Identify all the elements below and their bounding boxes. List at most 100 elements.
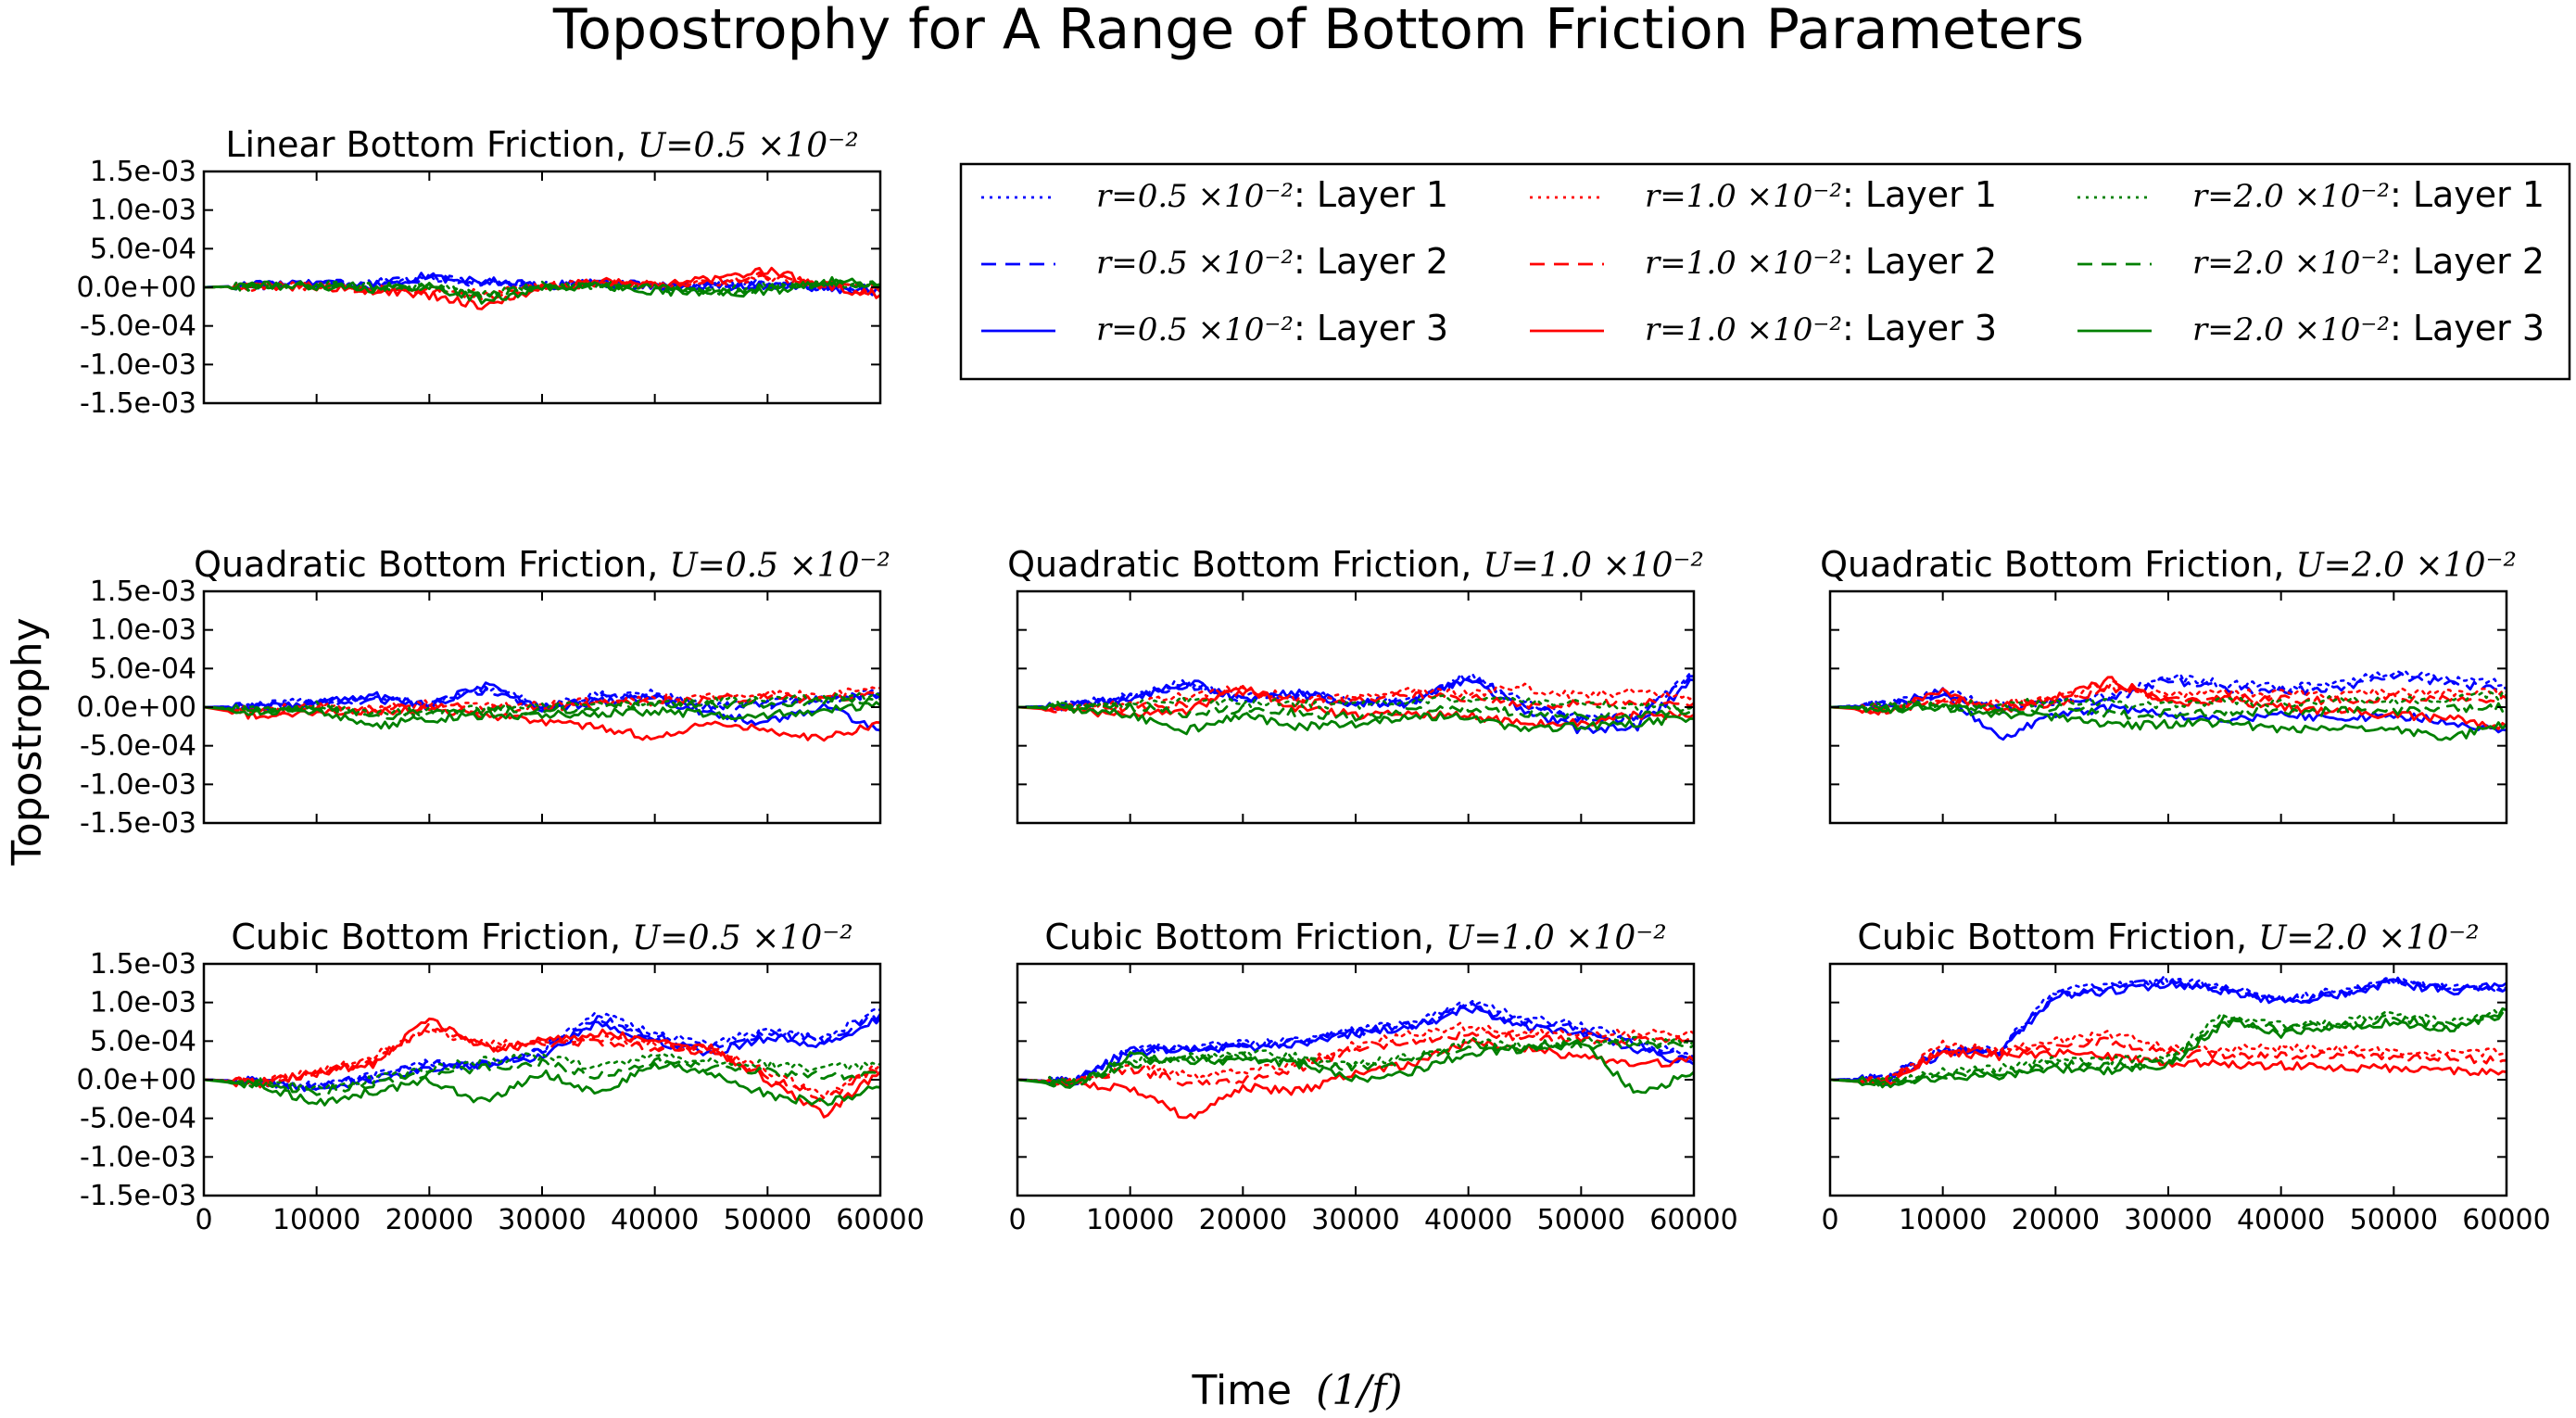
series-line — [1017, 1006, 1694, 1086]
subplot-title: Quadratic Bottom Friction, U=0.5 ×10⁻² — [194, 544, 890, 585]
subplot-title-text: Quadratic Bottom Friction, — [1007, 544, 1471, 585]
plot-area — [204, 1007, 880, 1119]
series-line — [1017, 1039, 1694, 1095]
subplot-title-math: U=2.0 ×10⁻² — [2295, 547, 2517, 585]
series-line — [204, 1061, 880, 1107]
x-tick-label: 20000 — [1199, 1204, 1287, 1236]
subplot-title: Cubic Bottom Friction, U=1.0 ×10⁻² — [1044, 917, 1666, 957]
plot-area — [204, 681, 880, 742]
series-line — [204, 1021, 880, 1102]
legend-label: r=1.0 ×10⁻²: Layer 3 — [1645, 308, 1997, 348]
x-tick-label: 10000 — [1086, 1204, 1174, 1236]
legend-label: r=0.5 ×10⁻²: Layer 3 — [1096, 308, 1448, 348]
x-tick-label: 0 — [1821, 1204, 1838, 1236]
plot-area — [204, 266, 880, 310]
y-tick-label: -1.0e-03 — [80, 348, 196, 381]
legend-label: r=2.0 ×10⁻²: Layer 2 — [2192, 241, 2544, 282]
subplot-title: Linear Bottom Friction, U=0.5 ×10⁻² — [225, 124, 858, 165]
legend-label-math: r=1.0 ×10⁻² — [1645, 178, 1842, 215]
subplot-7: Cubic Bottom Friction, U=2.0 ×10⁻² 0 10000 2… — [1821, 917, 2550, 1236]
legend-label-math: r=2.0 ×10⁻² — [2192, 178, 2390, 215]
x-tick-label: 50000 — [724, 1204, 812, 1236]
y-tick-label: -5.0e-04 — [80, 310, 196, 343]
x-tick-label: 60000 — [836, 1204, 924, 1236]
legend-label-math: r=0.5 ×10⁻² — [1096, 245, 1294, 282]
x-axis-label-text: Time — [1191, 1367, 1292, 1414]
series-line — [1830, 703, 2507, 741]
series-line — [1017, 675, 1694, 725]
series-line — [1830, 683, 2507, 715]
subplot-title-text: Quadratic Bottom Friction, — [194, 544, 658, 585]
series-line — [204, 1016, 880, 1093]
legend-label: r=2.0 ×10⁻²: Layer 1 — [2192, 174, 2544, 215]
legend-entry: r=0.5 ×10⁻²: Layer 2 — [981, 241, 1448, 282]
subplot-title-math: U=1.0 ×10⁻² — [1483, 547, 1704, 585]
plot-area — [1017, 671, 1694, 736]
series-line — [1830, 1007, 2507, 1089]
y-tick-label: -5.0e-04 — [80, 730, 196, 763]
y-tick-label: 1.0e-03 — [90, 614, 196, 647]
subplot-title-text: Cubic Bottom Friction, — [1044, 917, 1434, 957]
legend-label-text: : Layer 3 — [1842, 308, 1997, 348]
legend-label: r=1.0 ×10⁻²: Layer 2 — [1645, 241, 1997, 282]
y-tick-label: -1.5e-03 — [80, 387, 196, 420]
series-line — [1017, 1039, 1694, 1088]
series-line — [204, 271, 880, 301]
legend-frame — [959, 162, 2571, 381]
x-tick-label: 0 — [195, 1204, 212, 1236]
y-tick-label: 1.5e-03 — [90, 156, 196, 188]
x-tick-label: 10000 — [1899, 1204, 1987, 1236]
subplot-4: Quadratic Bottom Friction, U=2.0 ×10⁻² — [1820, 544, 2517, 825]
y-tick-label: 1.5e-03 — [90, 576, 196, 608]
y-tick-label: -1.5e-03 — [80, 1180, 196, 1212]
series-line — [204, 1012, 880, 1092]
x-tick-label: 50000 — [2350, 1204, 2438, 1236]
plot-area — [1017, 999, 1694, 1120]
plot-area — [1830, 670, 2507, 741]
subplot-title-text: Quadratic Bottom Friction, — [1820, 544, 2284, 585]
x-tick-label: 40000 — [2237, 1204, 2325, 1236]
x-tick-label: 40000 — [611, 1204, 699, 1236]
series-line — [1830, 1029, 2507, 1086]
series-line — [1017, 682, 1694, 712]
series-line — [1017, 703, 1694, 736]
series-line — [1830, 1008, 2507, 1084]
x-tick-label: 50000 — [1537, 1204, 1625, 1236]
x-tick-label: 30000 — [1311, 1204, 1399, 1236]
y-tick-label: 0.0e+00 — [77, 1064, 196, 1096]
y-tick-label: -5.0e-04 — [80, 1103, 196, 1135]
legend-label-math: r=0.5 ×10⁻² — [1096, 311, 1294, 348]
y-tick-label: -1.0e-03 — [80, 1141, 196, 1173]
legend-label-math: r=2.0 ×10⁻² — [2192, 311, 2390, 348]
y-tick-label: 1.0e-03 — [90, 195, 196, 227]
legend: r=0.5 ×10⁻²: Layer 1r=0.5 ×10⁻²: Layer 2… — [959, 162, 2571, 381]
axes-frame — [1016, 962, 1696, 1197]
subplot-title-math: U=1.0 ×10⁻² — [1446, 919, 1667, 957]
series-line — [1017, 702, 1694, 722]
y-axis-label: Topostrophy — [4, 617, 51, 866]
subplot-title: Cubic Bottom Friction, U=2.0 ×10⁻² — [1857, 917, 2479, 957]
legend-label-text: : Layer 1 — [2390, 174, 2544, 215]
subplot-title: Cubic Bottom Friction, U=0.5 ×10⁻² — [231, 917, 852, 957]
x-tick-label: 30000 — [498, 1204, 586, 1236]
subplot-title: Quadratic Bottom Friction, U=2.0 ×10⁻² — [1820, 544, 2517, 585]
x-axis-label-unit: (1/f) — [1316, 1367, 1402, 1414]
legend-entry: r=1.0 ×10⁻²: Layer 2 — [1530, 241, 1997, 282]
x-tick-label: 20000 — [385, 1204, 474, 1236]
legend-label-text: : Layer 1 — [1842, 174, 1997, 215]
subplot-1: Linear Bottom Friction, U=0.5 ×10⁻² 1.5e-0… — [77, 124, 882, 420]
series-line — [1830, 1036, 2507, 1084]
y-tick-label: 5.0e-04 — [90, 1025, 196, 1057]
legend-label-text: : Layer 2 — [1842, 241, 1997, 282]
x-tick-label: 20000 — [2012, 1204, 2100, 1236]
series-line — [1830, 676, 2507, 731]
legend-entry: r=2.0 ×10⁻²: Layer 3 — [2077, 308, 2544, 348]
series-line — [204, 688, 880, 712]
legend-entry: r=2.0 ×10⁻²: Layer 1 — [2077, 174, 2544, 215]
subplot-title-math: U=0.5 ×10⁻² — [638, 127, 859, 165]
legend-label-text: : Layer 2 — [2390, 241, 2544, 282]
series-line — [1830, 974, 2507, 1084]
legend-entry: r=1.0 ×10⁻²: Layer 3 — [1530, 308, 1997, 348]
series-line — [1017, 694, 1694, 713]
legend-label: r=2.0 ×10⁻²: Layer 3 — [2192, 308, 2544, 348]
